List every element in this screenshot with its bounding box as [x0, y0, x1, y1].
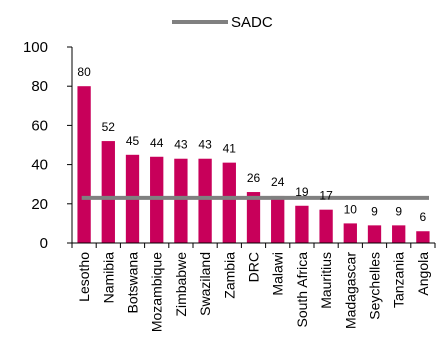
- bar-swaziland: [198, 158, 212, 243]
- bar-tanzania: [392, 225, 406, 243]
- data-labels: 80 52 45 44 43 43 41 26 24 19 17 10 9 9 6: [77, 65, 426, 224]
- y-tick-label-60: 60: [31, 117, 48, 134]
- data-label-zambia: 41: [223, 142, 237, 156]
- y-tick-label-100: 100: [23, 39, 48, 56]
- bar-madagascar: [343, 223, 357, 243]
- data-label-angola: 6: [420, 210, 427, 224]
- legend-label-sadc: SADC: [231, 14, 273, 31]
- data-label-drc: 26: [247, 171, 261, 185]
- category-label-malawi: Malawi: [270, 252, 286, 296]
- data-label-lesotho: 80: [77, 65, 91, 79]
- bar-angola: [416, 231, 430, 243]
- category-label-swaziland: Swaziland: [197, 252, 213, 316]
- data-label-swaziland: 43: [198, 138, 212, 152]
- data-label-malawi: 24: [271, 175, 285, 189]
- y-tick-label-20: 20: [31, 196, 48, 213]
- bar-mauritius: [319, 209, 333, 243]
- data-label-madagascar: 10: [344, 202, 358, 216]
- category-label-zambia: Zambia: [221, 252, 237, 299]
- y-tick-label-40: 40: [31, 157, 48, 174]
- y-tick-label-80: 80: [31, 78, 48, 95]
- bar-seychelles: [367, 225, 382, 243]
- data-label-south-africa: 19: [295, 185, 309, 199]
- category-label-tanzania: Tanzania: [391, 252, 407, 308]
- data-label-seychelles: 9: [371, 204, 378, 218]
- bar-zambia: [222, 162, 236, 243]
- category-label-seychelles: Seychelles: [367, 252, 383, 320]
- y-axis: 0 20 40 60 80 100: [23, 39, 73, 252]
- category-label-angola: Angola: [415, 252, 431, 296]
- data-label-namibia: 52: [102, 120, 116, 134]
- bar-namibia: [101, 141, 115, 243]
- category-label-zimbabwe: Zimbabwe: [173, 252, 189, 317]
- bar-lesotho: [77, 86, 91, 243]
- bar-drc: [246, 192, 261, 243]
- category-label-drc: DRC: [246, 252, 262, 282]
- category-label-lesotho: Lesotho: [76, 252, 92, 302]
- category-label-mozambique: Mozambique: [149, 252, 165, 332]
- data-label-mauritius: 17: [319, 189, 333, 203]
- bars: [77, 86, 430, 243]
- x-axis: Lesotho Namibia Botswana Mozambique Zimbabwe…: [71, 242, 436, 332]
- data-label-botswana: 45: [126, 134, 140, 148]
- data-label-mozambique: 44: [150, 136, 164, 150]
- category-label-mauritius: Mauritius: [318, 252, 334, 309]
- bar-malawi: [271, 195, 285, 243]
- category-label-namibia: Namibia: [100, 252, 116, 304]
- y-tick-label-0: 0: [40, 235, 48, 252]
- category-label-south-africa: South Africa: [294, 252, 310, 328]
- category-label-botswana: Botswana: [125, 252, 141, 314]
- bar-zimbabwe: [174, 158, 188, 243]
- category-label-madagascar: Madagascar: [342, 252, 358, 329]
- data-label-zimbabwe: 43: [174, 138, 188, 152]
- data-label-tanzania: 9: [395, 204, 402, 218]
- legend: SADC: [172, 14, 273, 31]
- bar-south-africa: [295, 205, 309, 243]
